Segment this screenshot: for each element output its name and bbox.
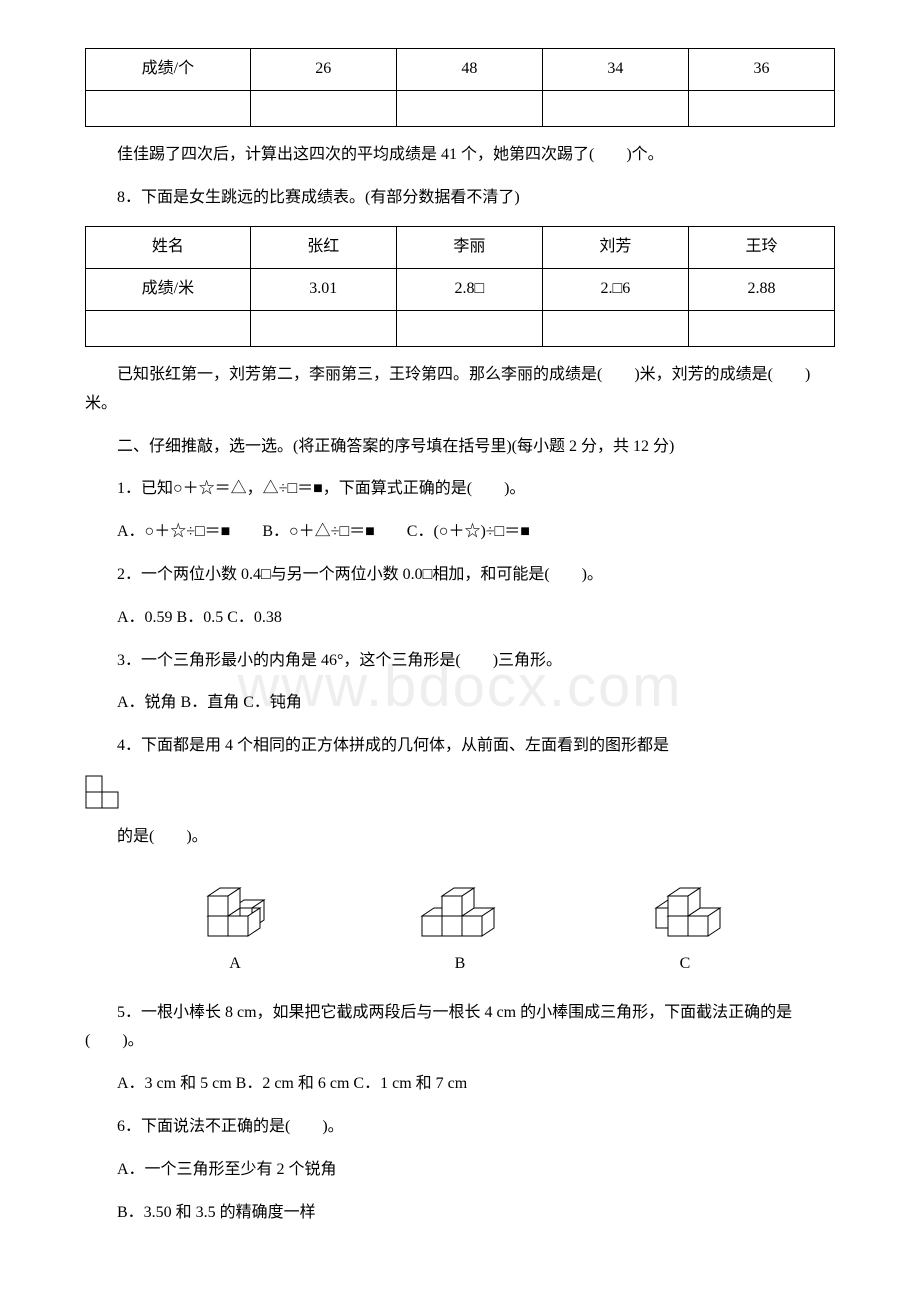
cube-arrangement-a-icon [190,872,280,942]
table-cell: 2.□6 [542,269,688,311]
table-scores-2: 姓名 张红 李丽 刘芳 王玲 成绩/米 3.01 2.8□ 2.□6 2.88 [85,226,835,347]
question-2-stem: 2．一个两位小数 0.4□与另一个两位小数 0.0□相加，和可能是( )。 [85,561,835,590]
option-label-b: B [410,950,510,979]
table-row: 姓名 张红 李丽 刘芳 王玲 [86,227,835,269]
table-cell [250,310,396,346]
table-row: 成绩/米 3.01 2.8□ 2.□6 2.88 [86,269,835,311]
cube-arrangement-c-icon [640,872,730,942]
question-5-options: A．3 cm 和 5 cm B．2 cm 和 6 cm C．1 cm 和 7 c… [85,1070,835,1099]
table-cell [86,90,251,126]
question-3-options: A．锐角 B．直角 C．钝角 [85,689,835,718]
table-row: 成绩/个 26 48 34 36 [86,49,835,91]
table-cell: 王玲 [688,227,834,269]
table-row [86,90,835,126]
table-cell: 26 [250,49,396,91]
table-scores-1: 成绩/个 26 48 34 36 [85,48,835,127]
question-1-stem: 1．已知○＋☆＝△，△÷□＝■，下面算式正确的是( )。 [85,475,835,504]
option-a: A [190,872,280,979]
table-cell: 姓名 [86,227,251,269]
table-cell: 刘芳 [542,227,688,269]
cube-arrangement-b-icon [410,872,510,942]
table-cell: 36 [688,49,834,91]
question-8-intro: 8．下面是女生跳远的比赛成绩表。(有部分数据看不清了) [85,184,835,213]
option-label-c: C [640,950,730,979]
option-label-a: A [190,950,280,979]
table-cell: 48 [396,49,542,91]
table-cell: 成绩/个 [86,49,251,91]
question-2-options: A．0.59 B．0.5 C．0.38 [85,604,835,633]
table-cell: 成绩/米 [86,269,251,311]
table-cell [542,310,688,346]
question-6-option-b: B．3.50 和 3.5 的精确度一样 [85,1199,835,1228]
option-c: C [640,872,730,979]
table-row [86,310,835,346]
table-cell: 2.8□ [396,269,542,311]
table-cell: 34 [542,49,688,91]
table-cell [542,90,688,126]
table-cell [396,310,542,346]
table-cell [688,310,834,346]
table-cell: 3.01 [250,269,396,311]
question-5-stem: 5．一根小棒长 8 cm，如果把它截成两段后与一根长 4 cm 的小棒围成三角形… [85,999,835,1057]
question-6-stem: 6．下面说法不正确的是( )。 [85,1113,835,1142]
question-4-continuation: 的是( )。 [85,823,835,852]
question-1-options: A．○＋☆÷□＝■ B．○＋△÷□＝■ C．(○＋☆)÷□＝■ [85,518,835,547]
option-b: B [410,872,510,979]
question-7-text: 佳佳踢了四次后，计算出这四次的平均成绩是 41 个，她第四次踢了( )个。 [85,141,835,170]
question-4-options-row: A B [125,872,795,979]
section-2-header: 二、仔细推敲，选一选。(将正确答案的序号填在括号里)(每小题 2 分，共 12 … [85,433,835,462]
table-cell: 李丽 [396,227,542,269]
table-cell [396,90,542,126]
question-6-option-a: A．一个三角形至少有 2 个锐角 [85,1156,835,1185]
table-cell [250,90,396,126]
question-4-stem: 4．下面都是用 4 个相同的正方体拼成的几何体，从前面、左面看到的图形都是 [85,732,835,761]
table-cell [688,90,834,126]
question-4-inline-shape [85,775,835,809]
table-cell: 张红 [250,227,396,269]
table-cell [86,310,251,346]
l-shape-icon [85,775,119,809]
question-3-stem: 3．一个三角形最小的内角是 46°，这个三角形是( )三角形。 [85,647,835,676]
table-cell: 2.88 [688,269,834,311]
question-8-text: 已知张红第一，刘芳第二，李丽第三，王玲第四。那么李丽的成绩是( )米，刘芳的成绩… [85,361,835,419]
document-content: 成绩/个 26 48 34 36 佳佳踢了四次后，计算出这四次的平均成绩是 41… [85,48,835,1227]
